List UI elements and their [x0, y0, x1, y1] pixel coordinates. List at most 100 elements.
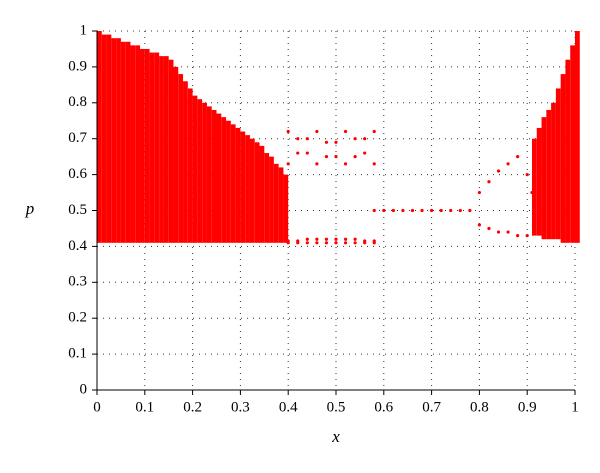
band-segment [206, 106, 212, 243]
band-segment [273, 163, 279, 243]
point [391, 208, 395, 213]
point [458, 208, 462, 213]
point [315, 129, 319, 134]
point [439, 208, 443, 213]
point [382, 208, 386, 213]
point [315, 241, 319, 245]
y-tick-label: 0.8 [68, 94, 87, 110]
y-tick-label: 0.3 [68, 274, 87, 290]
point [363, 137, 367, 141]
point [286, 129, 290, 134]
point [324, 241, 329, 245]
x-tick-label: 0.5 [327, 399, 346, 415]
point [343, 241, 348, 245]
x-tick-label: 1 [571, 399, 579, 415]
band-segment [570, 45, 575, 243]
band-segment [235, 127, 241, 243]
point [372, 162, 376, 166]
band-segment [149, 52, 155, 243]
band-segment [159, 56, 164, 243]
x-tick-label: 0.9 [518, 399, 537, 415]
band-segment [269, 156, 274, 243]
band-segment [197, 99, 203, 243]
point [315, 162, 319, 166]
band-segment [144, 48, 150, 243]
point [430, 208, 434, 213]
point [525, 173, 529, 177]
x-tick-label: 0.2 [183, 399, 202, 415]
point [496, 169, 501, 173]
band-segment [135, 45, 141, 243]
point [506, 230, 510, 234]
band-segment [283, 174, 289, 243]
band-segment [531, 138, 537, 236]
point [343, 162, 348, 166]
point [296, 137, 300, 141]
point [286, 162, 290, 166]
x-tick-label: 0.8 [470, 399, 489, 415]
point [343, 237, 348, 241]
band-segment [168, 59, 174, 243]
point [296, 151, 300, 155]
band-segment [140, 48, 145, 243]
band-segment [278, 167, 284, 243]
point [286, 241, 290, 245]
point [449, 208, 453, 213]
y-tick-label: 0.1 [68, 346, 87, 362]
y-tick-label: 1 [80, 22, 88, 38]
band-segment [130, 45, 136, 243]
band-segment [101, 34, 107, 243]
band-segment [264, 153, 270, 243]
x-tick-label: 0.1 [135, 399, 154, 415]
point [516, 155, 520, 159]
y-tick-label: 0.5 [68, 202, 87, 218]
band-segment [106, 34, 112, 243]
point [334, 155, 338, 159]
x-axis-label: x [331, 427, 340, 446]
point [305, 237, 309, 241]
point [334, 237, 338, 241]
x-tick-label: 0.4 [279, 399, 298, 415]
point [343, 129, 348, 134]
band-segment [163, 56, 169, 243]
band-segment [230, 124, 236, 243]
point [305, 137, 309, 141]
point [487, 226, 491, 231]
point [305, 151, 309, 155]
band-segment [216, 113, 222, 243]
band-segment [178, 74, 184, 243]
point [296, 241, 300, 245]
point [363, 241, 367, 245]
y-tick-label: 0 [80, 381, 88, 397]
point [353, 137, 357, 141]
y-axis-label: p [25, 199, 35, 218]
band-segment [111, 38, 117, 243]
point [530, 190, 534, 195]
point [477, 190, 481, 195]
point [363, 151, 367, 155]
point [487, 180, 491, 184]
point [334, 140, 338, 144]
band-segment [97, 31, 102, 243]
band-segment [211, 109, 217, 243]
band-segment [187, 88, 193, 243]
band-segment [254, 142, 260, 243]
point [353, 237, 357, 241]
band-segment [551, 102, 556, 240]
y-tick-label: 0.9 [68, 58, 87, 74]
band-segment [221, 117, 227, 243]
x-tick-label: 0.3 [231, 399, 250, 415]
band-segment [555, 88, 561, 240]
band-segment [240, 131, 246, 243]
point [468, 208, 472, 213]
band-segment [565, 59, 571, 243]
point [305, 241, 309, 245]
point [353, 155, 357, 159]
band-segment [245, 135, 250, 243]
point [525, 234, 529, 238]
band-segment [183, 81, 188, 243]
band-segment [173, 66, 179, 243]
point [410, 208, 415, 213]
point [372, 241, 376, 245]
band-segment [120, 41, 126, 243]
